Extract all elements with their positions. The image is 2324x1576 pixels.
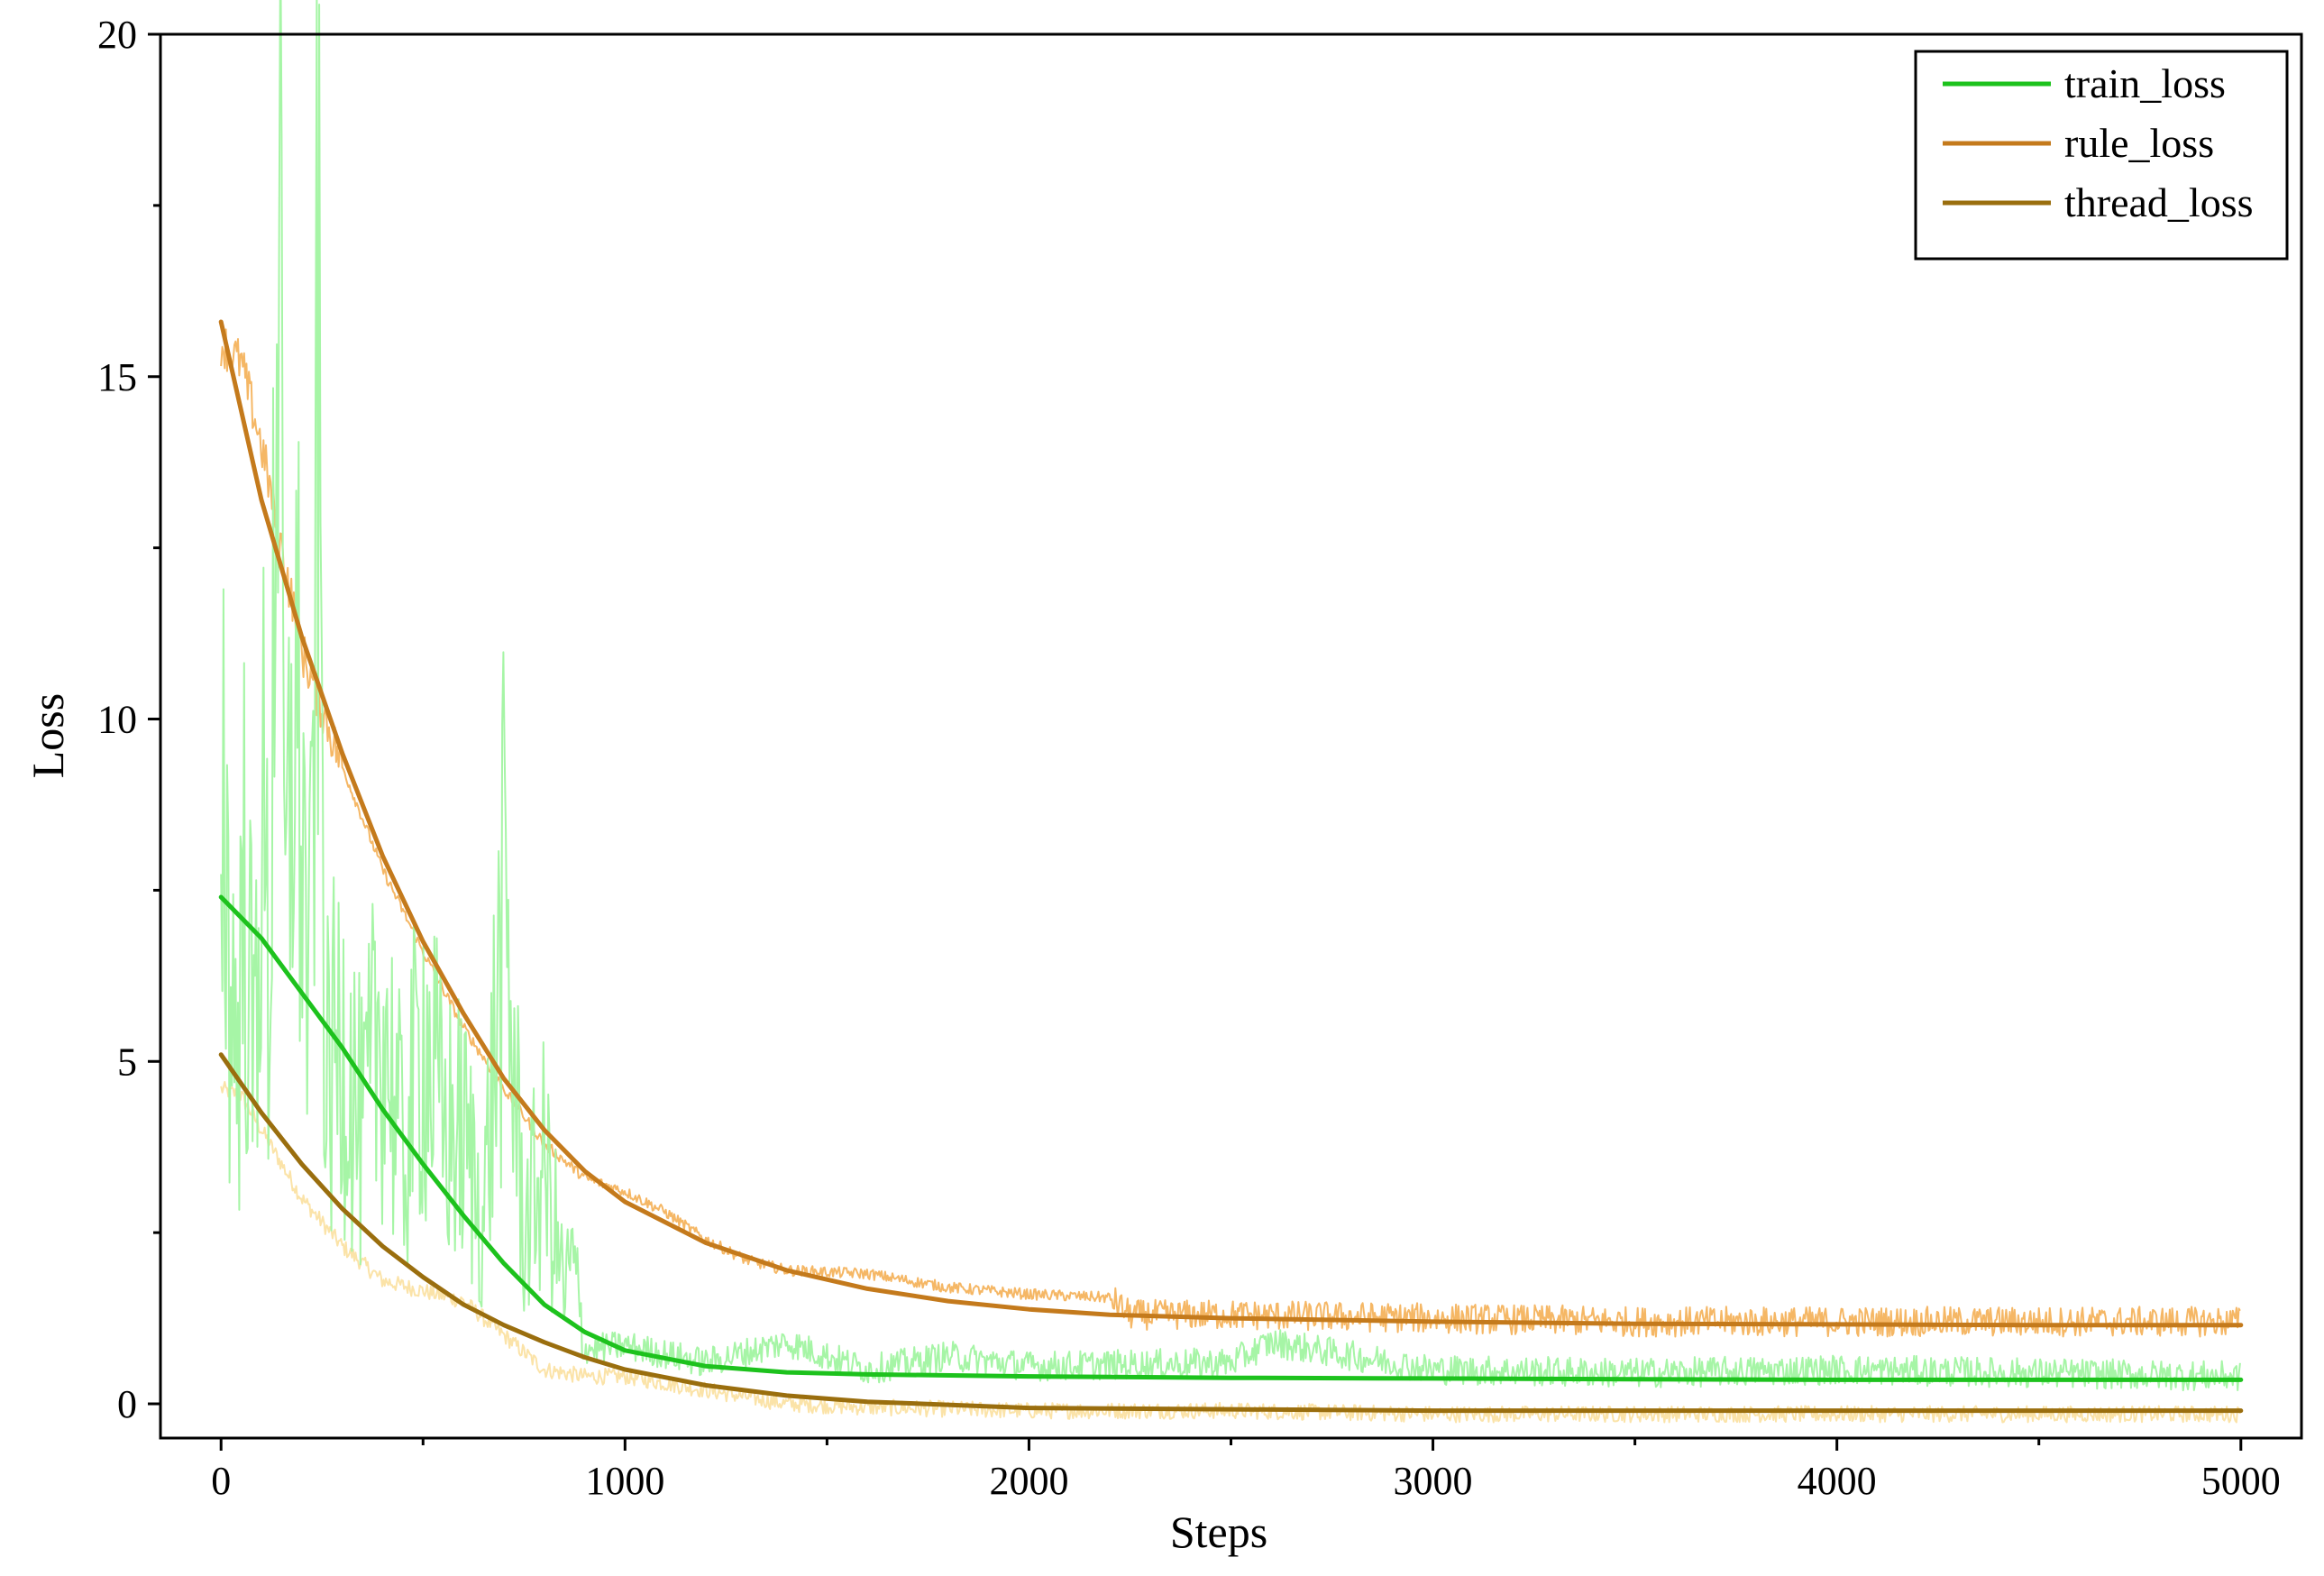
x-axis-title: Steps: [1170, 1507, 1267, 1557]
y-tick-label: 0: [117, 1382, 137, 1426]
rule_loss-raw-trace: [220, 328, 2241, 1338]
thread_loss-line: [218, 1052, 2244, 1414]
legend: train_loss rule_loss thread_loss: [1914, 50, 2289, 261]
y-tick-label: 5: [117, 1040, 137, 1084]
y-tick-label: 10: [97, 698, 137, 742]
train_loss-line: [218, 894, 2244, 1382]
y-tick-label: 15: [97, 355, 137, 399]
x-tick-label: 5000: [2201, 1459, 2281, 1503]
legend-label-train_loss: train_loss: [2064, 60, 2226, 106]
y-axis-title: Loss: [23, 693, 73, 778]
thread_loss-raw-trace: [220, 1081, 2241, 1424]
x-tick-label: 3000: [1394, 1459, 1473, 1503]
train_loss-raw-trace: [220, 0, 2241, 1392]
x-tick-label: 0: [211, 1459, 231, 1503]
smoothed-loss-lines: [218, 319, 2244, 1414]
x-tick-label: 1000: [585, 1459, 664, 1503]
y-tick-label: 20: [97, 13, 137, 57]
axis-ticks: 0 1000 2000 3000 4000 5000 0 5 10 15 20: [97, 13, 2281, 1503]
x-tick-label: 2000: [989, 1459, 1068, 1503]
x-tick-label: 4000: [1798, 1459, 1877, 1503]
legend-label-rule_loss: rule_loss: [2064, 120, 2214, 166]
rule_loss-line: [218, 319, 2244, 1328]
legend-label-thread_loss: thread_loss: [2064, 179, 2254, 225]
